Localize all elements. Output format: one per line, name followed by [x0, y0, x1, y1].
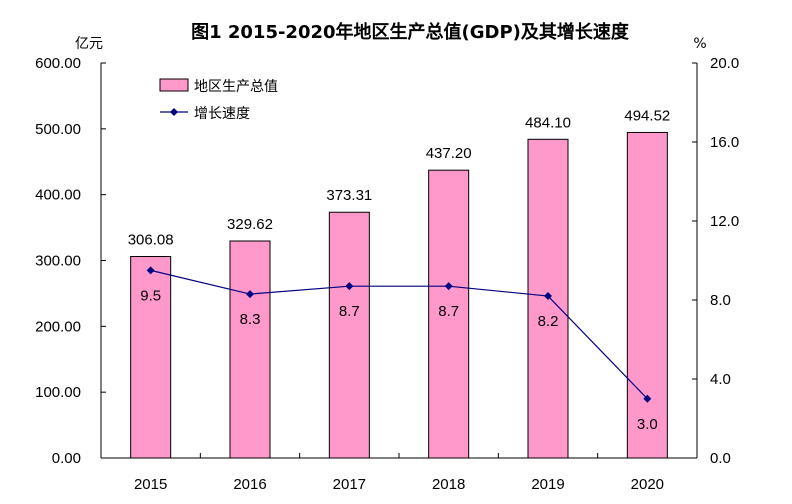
growth-point-label: 8.3: [240, 311, 261, 328]
growth-point-marker: [345, 282, 354, 291]
gdp-bar-label: 494.52: [624, 107, 670, 124]
growth-point-label: 8.2: [538, 313, 559, 330]
gdp-bar-label: 306.08: [128, 231, 174, 248]
gdp-bar: [428, 169, 470, 459]
gdp-bar: [229, 240, 271, 459]
growth-point-label: 3.0: [637, 416, 658, 433]
growth-point-marker: [146, 266, 155, 275]
gdp-bar-label: 437.20: [426, 145, 472, 162]
right-tick-label: 0.0: [710, 450, 731, 467]
bars: [130, 131, 668, 459]
axes: 0.00 100.00 200.00 300.00 400.00 500.00 600.00…: [35, 55, 739, 493]
left-tick-label: 200.00: [35, 318, 81, 335]
x-tick-label: 2019: [531, 476, 564, 493]
right-tick-label: 8.0: [710, 292, 731, 309]
data-labels: 306.08 329.62 373.31 437.20 484.10 494.52 9.5 8…: [128, 107, 671, 432]
chart-title: 图1 2015-2020年地区生产总值(GDP)及其增长速度: [191, 21, 630, 43]
left-tick-label: 100.00: [35, 384, 81, 401]
x-tick-label: 2017: [333, 476, 366, 493]
growth-point-label: 8.7: [438, 303, 459, 320]
legend: 地区生产总值 增长速度: [159, 78, 278, 122]
right-tick-label: 4.0: [710, 371, 731, 388]
growth-point-label: 9.5: [140, 287, 161, 304]
x-tick-label: 2015: [134, 476, 167, 493]
x-tick-label: 2020: [631, 476, 664, 493]
right-tick-label: 16.0: [710, 134, 739, 151]
x-tick-label: 2016: [233, 476, 266, 493]
growth-line-path: [150, 269, 648, 400]
growth-line: [146, 266, 652, 403]
x-tick-label: 2018: [432, 476, 465, 493]
gdp-bar: [626, 131, 668, 459]
left-axis-unit: 亿元: [75, 36, 103, 52]
gdp-bar-label: 484.10: [525, 114, 571, 131]
left-tick-label: 600.00: [35, 55, 81, 72]
growth-point-label: 8.7: [339, 303, 360, 320]
left-tick-label: 400.00: [35, 187, 81, 204]
right-axis-unit: %: [693, 36, 706, 52]
left-tick-label: 500.00: [35, 121, 81, 138]
growth-point-marker: [444, 282, 453, 291]
gdp-bar-label: 373.31: [326, 187, 372, 204]
legend-bar-swatch: [159, 78, 189, 92]
growth-point-marker: [643, 394, 652, 403]
growth-point-marker: [246, 290, 254, 299]
legend-line-marker: [170, 108, 178, 116]
right-tick-label: 20.0: [710, 55, 739, 72]
growth-point-marker: [544, 292, 552, 301]
gdp-bar: [130, 255, 172, 459]
right-tick-label: 12.0: [710, 213, 739, 230]
legend-line-label: 增长速度: [194, 106, 250, 122]
gdp-bar-label: 329.62: [227, 216, 273, 233]
legend-bar-label: 地区生产总值: [194, 79, 278, 95]
gdp-bar: [328, 211, 370, 459]
left-tick-label: 0.00: [52, 450, 81, 467]
left-tick-label: 300.00: [35, 253, 81, 270]
